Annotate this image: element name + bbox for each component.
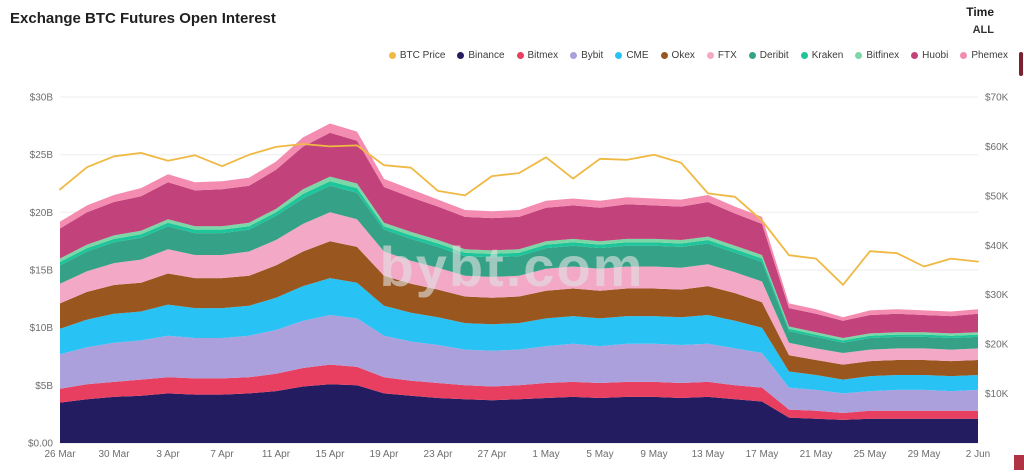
legend-item-ftx[interactable]: FTX <box>706 50 737 61</box>
legend-item-bitfinex[interactable]: Bitfinex <box>855 50 899 61</box>
legend-label: BTC Price <box>399 50 446 61</box>
legend-item-okex[interactable]: Okex <box>660 50 695 61</box>
legend-label: Bitfinex <box>866 50 900 61</box>
left-axis-label: $10B <box>30 323 54 334</box>
legend-color-dot <box>388 52 396 59</box>
right-axis-label: $60K <box>985 142 1009 153</box>
time-range-control: Time ALL <box>966 5 994 36</box>
x-axis-label: 26 Mar <box>44 449 76 460</box>
area-bybit[interactable] <box>60 315 978 413</box>
stacked-area-chart: $0.00 $5B $10B $15B $20B $25B $30B $10K $20K $30K… <box>28 93 1009 461</box>
legend-item-phemex[interactable]: Phemex <box>960 50 1008 61</box>
x-axis-label: 3 Apr <box>156 449 180 460</box>
time-range-selector[interactable]: ALL <box>972 24 994 36</box>
legend-color-dot <box>911 52 919 59</box>
legend-color-dot <box>516 52 524 59</box>
area-bitmex[interactable] <box>60 364 978 420</box>
left-axis-label: $5B <box>35 381 53 392</box>
legend-label: Bybit <box>581 50 604 61</box>
legend-label: Phemex <box>971 50 1008 61</box>
right-axis-label: $50K <box>985 191 1009 202</box>
legend-item-binance[interactable]: Binance <box>457 50 505 61</box>
vertical-scrollbar-thumb[interactable] <box>1019 52 1023 76</box>
legend-label: CME <box>626 50 649 61</box>
legend-label: Deribit <box>759 50 789 61</box>
area-binance[interactable] <box>60 384 978 443</box>
legend-item-bybit[interactable]: Bybit <box>570 50 603 61</box>
left-axis-label: $15B <box>30 266 54 277</box>
legend-label: Bitmex <box>527 50 559 61</box>
x-axis-label: 15 Apr <box>316 449 346 460</box>
legend-color-dot <box>570 52 578 59</box>
area-ftx[interactable] <box>60 212 978 365</box>
chart-area: $0.00 $5B $10B $15B $20B $25B $30B $10K $20K $30K… <box>0 78 1024 473</box>
legend-label: FTX <box>717 50 737 61</box>
legend-label: Huobi <box>922 50 949 61</box>
legend-item-cme[interactable]: CME <box>615 50 649 61</box>
btc-price-line[interactable] <box>59 143 979 286</box>
legend-color-dot <box>800 52 808 59</box>
legend-item-btc-price[interactable]: BTC Price <box>388 50 446 61</box>
legend-label: Kraken <box>811 50 844 61</box>
left-axis-label: $30B <box>30 93 54 104</box>
right-axis-label: $20K <box>985 340 1009 351</box>
chart-legend: BTC Price Binance Bitmex Bybit CME Okex FTX Der… <box>0 50 1008 61</box>
x-axis-label: 21 May <box>800 449 833 460</box>
page-title: Exchange BTC Futures Open Interest <box>10 10 276 27</box>
legend-label: Binance <box>468 50 505 61</box>
horizontal-scrollbar-thumb[interactable] <box>1014 455 1024 470</box>
x-axis-label: 29 May <box>908 449 941 460</box>
legend-color-dot <box>706 52 714 59</box>
legend-color-dot <box>615 52 623 59</box>
left-axis-label: $0.00 <box>28 439 53 450</box>
legend-color-dot <box>748 52 756 59</box>
area-cme[interactable] <box>60 278 978 394</box>
legend-color-dot <box>855 52 863 59</box>
x-axis-label: 1 May <box>532 449 559 460</box>
x-axis-label: 13 May <box>692 449 725 460</box>
left-axis-label: $20B <box>30 208 54 219</box>
legend-label: Okex <box>671 50 695 61</box>
area-deribit[interactable] <box>60 185 978 353</box>
legend-color-dot <box>660 52 668 59</box>
time-label: Time <box>966 5 994 19</box>
area-okex[interactable] <box>60 241 978 380</box>
x-axis-label: 7 Apr <box>210 449 234 460</box>
legend-item-kraken[interactable]: Kraken <box>800 50 844 61</box>
x-axis-label: 23 Apr <box>424 449 454 460</box>
right-axis-label: $40K <box>985 241 1009 252</box>
x-axis-label: 30 Mar <box>98 449 130 460</box>
x-axis-label: 11 Apr <box>262 449 291 460</box>
x-axis-label: 5 May <box>586 449 613 460</box>
x-axis-label: 17 May <box>746 449 779 460</box>
right-axis-label: $30K <box>985 290 1009 301</box>
legend-item-deribit[interactable]: Deribit <box>748 50 789 61</box>
x-axis-label: 27 Apr <box>478 449 508 460</box>
left-axis-label: $25B <box>30 150 54 161</box>
legend-color-dot <box>960 52 968 59</box>
x-axis-label: 9 May <box>640 449 667 460</box>
x-axis-label: 2 Jun <box>966 449 990 460</box>
right-axis-label: $70K <box>985 93 1009 104</box>
legend-item-bitmex[interactable]: Bitmex <box>516 50 559 61</box>
legend-color-dot <box>457 52 465 59</box>
area-huobi[interactable] <box>60 132 978 338</box>
legend-item-huobi[interactable]: Huobi <box>911 50 948 61</box>
right-axis-label: $10K <box>985 389 1009 400</box>
x-axis-label: 25 May <box>854 449 887 460</box>
x-axis-label: 19 Apr <box>370 449 400 460</box>
